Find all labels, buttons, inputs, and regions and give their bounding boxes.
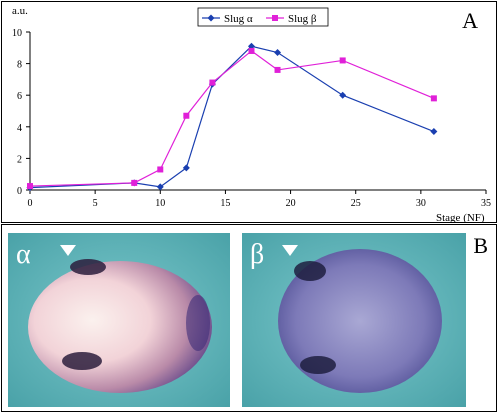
y-tick-label: 6 bbox=[17, 91, 22, 102]
data-point-slug-alpha bbox=[156, 183, 164, 191]
chart-series bbox=[26, 42, 438, 192]
legend-marker bbox=[207, 14, 215, 22]
arrowhead-icon bbox=[60, 245, 76, 256]
data-point-slug-beta bbox=[131, 179, 138, 186]
x-tick-label: 20 bbox=[286, 198, 296, 209]
beta-label: β bbox=[250, 239, 265, 270]
embryo-alpha-image bbox=[8, 233, 230, 407]
embryo-beta-image bbox=[242, 233, 466, 407]
data-point-slug-beta bbox=[209, 79, 216, 86]
x-tick-label: 30 bbox=[416, 198, 426, 209]
data-point-slug-beta bbox=[339, 57, 346, 64]
x-tick-label: 10 bbox=[155, 198, 165, 209]
series-line-slug-beta bbox=[29, 50, 435, 187]
data-point-slug-beta bbox=[157, 166, 164, 173]
data-point-slug-beta bbox=[183, 112, 190, 119]
y-axis-label: a.u. bbox=[12, 5, 28, 17]
legend-box bbox=[197, 7, 329, 27]
legend-label: Slug α bbox=[224, 13, 253, 25]
chart-ticks: 0 5 10 15 20 25 30 35 0 2 4 6 8 10 bbox=[12, 28, 491, 209]
x-tick-label: 5 bbox=[93, 198, 98, 209]
data-point-slug-beta bbox=[27, 183, 33, 190]
x-tick-label: 15 bbox=[220, 198, 230, 209]
data-point-slug-beta bbox=[248, 47, 255, 54]
data-point-slug-beta bbox=[274, 66, 281, 73]
x-tick-label: 25 bbox=[351, 198, 361, 209]
panel-a: 0 5 10 15 20 25 30 35 0 2 4 6 8 10 Slug α Slug β a.u. … bbox=[1, 1, 497, 224]
embryo-photo-beta: β bbox=[242, 233, 466, 407]
panel-label-b: B bbox=[473, 233, 488, 258]
data-point-slug-beta bbox=[430, 95, 437, 102]
x-tick-label: 0 bbox=[28, 198, 33, 209]
alpha-label: α bbox=[16, 239, 31, 270]
arrowhead-icon bbox=[282, 245, 298, 256]
y-tick-label: 10 bbox=[12, 28, 22, 39]
panel-b: α bbox=[1, 224, 497, 412]
x-tick-label: 35 bbox=[481, 198, 491, 209]
legend-marker bbox=[272, 15, 278, 21]
data-point-slug-alpha bbox=[182, 164, 190, 172]
panel-label-a: A bbox=[462, 8, 478, 33]
x-axis-label: Stage (NF) bbox=[436, 212, 485, 222]
data-point-slug-alpha bbox=[430, 128, 438, 136]
y-tick-label: 0 bbox=[17, 186, 22, 197]
y-tick-label: 4 bbox=[17, 123, 22, 134]
y-tick-label: 2 bbox=[17, 154, 22, 165]
y-tick-label: 8 bbox=[17, 60, 22, 71]
chart-legend: Slug α Slug β bbox=[197, 7, 329, 27]
data-point-slug-alpha bbox=[274, 49, 282, 57]
data-point-slug-alpha bbox=[339, 91, 347, 99]
embryo-photo-alpha: α bbox=[8, 233, 230, 407]
legend-label: Slug β bbox=[288, 13, 317, 25]
chart-axes bbox=[29, 32, 486, 191]
